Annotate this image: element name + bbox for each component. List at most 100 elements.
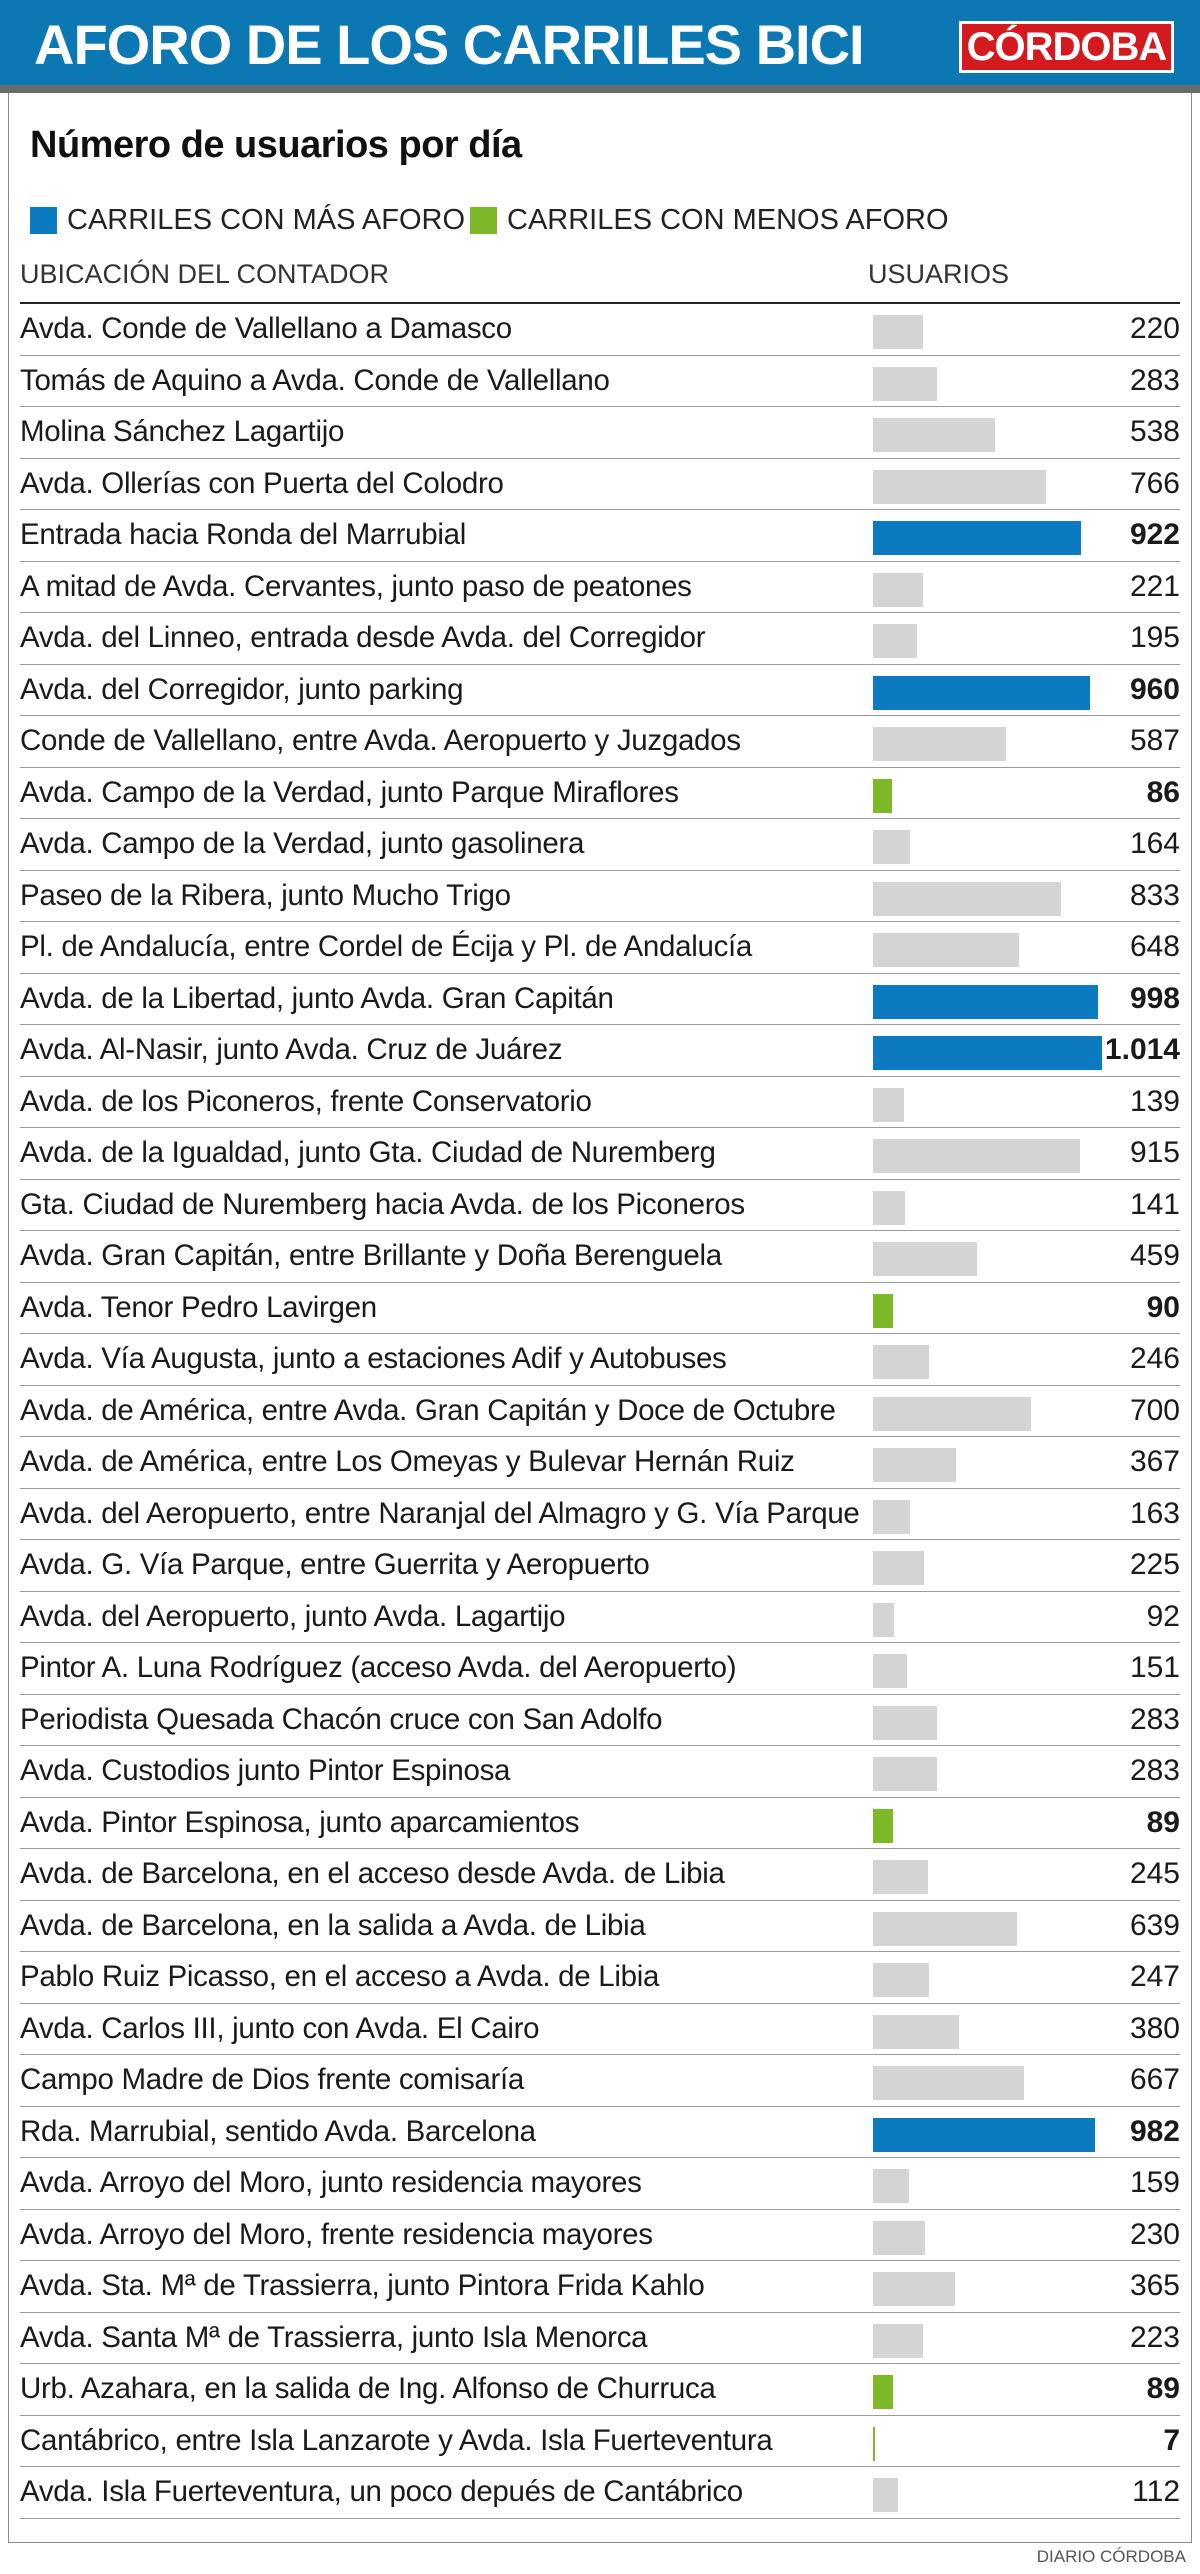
bar-normal <box>873 1911 1018 1946</box>
bar-normal <box>873 2272 956 2306</box>
row-location-label: Avda. Conde de Vallellano a Damasco <box>20 312 512 345</box>
row-users-value: 587 <box>1129 724 1180 757</box>
row-users-value: 960 <box>1129 672 1180 706</box>
row-location-label: Avda. Tenor Pedro Lavirgen <box>20 1290 377 1324</box>
row-location-label: Gta. Ciudad de Nuremberg hacia Avda. de … <box>20 1187 745 1221</box>
row-location-label: Avda. de Barcelona, en la salida a Avda.… <box>20 1908 646 1942</box>
bar-normal <box>873 1757 937 1791</box>
table-row: Avda. Santa Mª de Trassierra, junto Isla… <box>0 2313 1200 2364</box>
row-users-value: 230 <box>1129 2217 1180 2251</box>
row-users-value: 648 <box>1129 930 1180 963</box>
bar-normal <box>873 1190 905 1225</box>
row-users-value: 159 <box>1129 2166 1180 2199</box>
row-users-value: 112 <box>1132 2475 1180 2508</box>
bar-normal <box>873 1602 894 1637</box>
row-location-label: Rda. Marrubial, sentido Avda. Barcelona <box>20 2114 536 2148</box>
table-row: Avda. del Corregidor, junto parking 960 <box>0 665 1200 716</box>
bar-high <box>873 521 1082 555</box>
bar-high <box>873 2117 1095 2152</box>
row-location-label: Avda. de la Igualdad, junto Gta. Ciudad … <box>20 1136 716 1169</box>
row-divider <box>20 1230 1180 1231</box>
chart-panel <box>8 93 1192 2543</box>
row-users-value: 459 <box>1129 1239 1180 1272</box>
bar-normal <box>873 1860 929 1894</box>
legend-swatch-low <box>470 206 497 234</box>
row-location-label: Molina Sánchez Lagartijo <box>20 415 345 448</box>
bar-low <box>873 2426 875 2461</box>
bar-normal <box>873 1705 937 1740</box>
row-divider <box>20 663 1180 665</box>
table-row: Avda. del Linneo, entrada desde Avda. de… <box>0 613 1200 665</box>
bar-normal <box>873 1242 977 1276</box>
row-divider <box>20 1796 1180 1798</box>
row-divider <box>20 1024 1180 1025</box>
row-divider <box>20 612 1180 613</box>
bar-normal <box>873 933 1020 967</box>
legend-swatch-high <box>30 206 57 234</box>
row-users-value: 367 <box>1129 1445 1180 1478</box>
row-users-value: 139 <box>1129 1084 1180 1118</box>
column-header-location: UBICACIÓN DEL CONTADOR <box>20 259 390 289</box>
bar-low <box>873 778 893 813</box>
bar-normal <box>873 1654 908 1688</box>
row-location-label: Avda. de la Libertad, junto Avda. Gran C… <box>20 981 614 1015</box>
table-row: Entrada hacia Ronda del Marrubial 922 <box>0 510 1200 562</box>
row-divider <box>20 509 1180 510</box>
row-location-label: Cantábrico, entre Isla Lanzarote y Avda.… <box>20 2423 773 2457</box>
row-users-value: 667 <box>1129 2063 1180 2096</box>
bar-normal <box>873 315 923 349</box>
row-users-value: 89 <box>1146 2372 1180 2405</box>
row-users-value: 700 <box>1129 1393 1180 1427</box>
bar-normal <box>873 1396 1032 1431</box>
row-location-label: Avda. Sta. Mª de Trassierra, junto Pinto… <box>20 2269 705 2302</box>
bar-normal <box>873 572 923 607</box>
bar-normal <box>873 469 1046 504</box>
bar-high <box>873 984 1099 1019</box>
row-divider <box>20 560 1180 562</box>
table-row: Avda. Pintor Espinosa, junto aparcamient… <box>0 1798 1200 1849</box>
row-divider <box>20 1951 1180 1952</box>
table-row: Paseo de la Ribera, junto Mucho Trigo 833 <box>0 871 1200 922</box>
bar-normal <box>873 2066 1024 2100</box>
table-row: Pablo Ruiz Picasso, en el acceso a Avda.… <box>0 1952 1200 2004</box>
table-row: Avda. Gran Capitán, entre Brillante y Do… <box>0 1231 1200 1283</box>
table-row: Campo Madre de Dios frente comisaría 667 <box>0 2055 1200 2107</box>
row-divider <box>20 1384 1180 1386</box>
table-row: Avda. Tenor Pedro Lavirgen 90 <box>0 1283 1200 1334</box>
bar-normal <box>873 1087 905 1122</box>
row-divider <box>20 921 1180 922</box>
legend-label-low: CARRILES CON MENOS AFORO <box>507 203 949 236</box>
row-divider <box>20 1436 1180 1437</box>
bar-low <box>873 2375 894 2409</box>
row-location-label: Avda. de América, entre Los Omeyas y Bul… <box>20 1445 795 1478</box>
row-location-label: Avda. Campo de la Verdad, junto gasoline… <box>20 827 585 860</box>
row-location-label: Pl. de Andalucía, entre Cordel de Écija … <box>20 930 753 963</box>
table-row: Avda. Conde de Vallellano a Damasco 220 <box>0 304 1200 356</box>
bar-normal <box>873 2323 924 2358</box>
row-divider <box>20 1899 1180 1901</box>
table-row: Cantábrico, entre Isla Lanzarote y Avda.… <box>0 2416 1200 2467</box>
row-location-label: Avda. de los Piconeros, frente Conservat… <box>20 1084 592 1118</box>
table-row: Avda. de América, entre Avda. Gran Capit… <box>0 1386 1200 1437</box>
row-location-label: Avda. Al-Nasir, junto Avda. Cruz de Juár… <box>20 1033 563 1066</box>
legend-item-low: CARRILES CON MENOS AFORO <box>470 200 949 240</box>
bar-normal <box>873 366 937 401</box>
chart-subtitle: Número de usuarios por día <box>30 124 522 166</box>
table-row: Avda. Ollerías con Puerta del Colodro 766 <box>0 459 1200 510</box>
legend-label-high: CARRILES CON MÁS AFORO <box>67 203 466 236</box>
bar-normal <box>873 2014 959 2049</box>
table-row: Avda. del Aeropuerto, entre Naranjal del… <box>0 1489 1200 1540</box>
row-location-label: Paseo de la Ribera, junto Mucho Trigo <box>20 878 511 912</box>
table-row: Urb. Azahara, en la salida de Ing. Alfon… <box>0 2364 1200 2416</box>
row-divider <box>20 2157 1180 2158</box>
table-row: Avda. Vía Augusta, junto a estaciones Ad… <box>0 1334 1200 1386</box>
row-divider <box>20 1745 1180 1746</box>
row-location-label: Avda. Ollerías con Puerta del Colodro <box>20 466 504 500</box>
row-divider <box>20 2517 1180 2519</box>
row-divider <box>20 2105 1180 2107</box>
table-row: Rda. Marrubial, sentido Avda. Barcelona 9… <box>0 2107 1200 2158</box>
row-location-label: Campo Madre de Dios frente comisaría <box>20 2063 525 2096</box>
bar-normal <box>873 727 1006 761</box>
row-divider <box>20 406 1180 407</box>
row-divider <box>20 1333 1180 1334</box>
